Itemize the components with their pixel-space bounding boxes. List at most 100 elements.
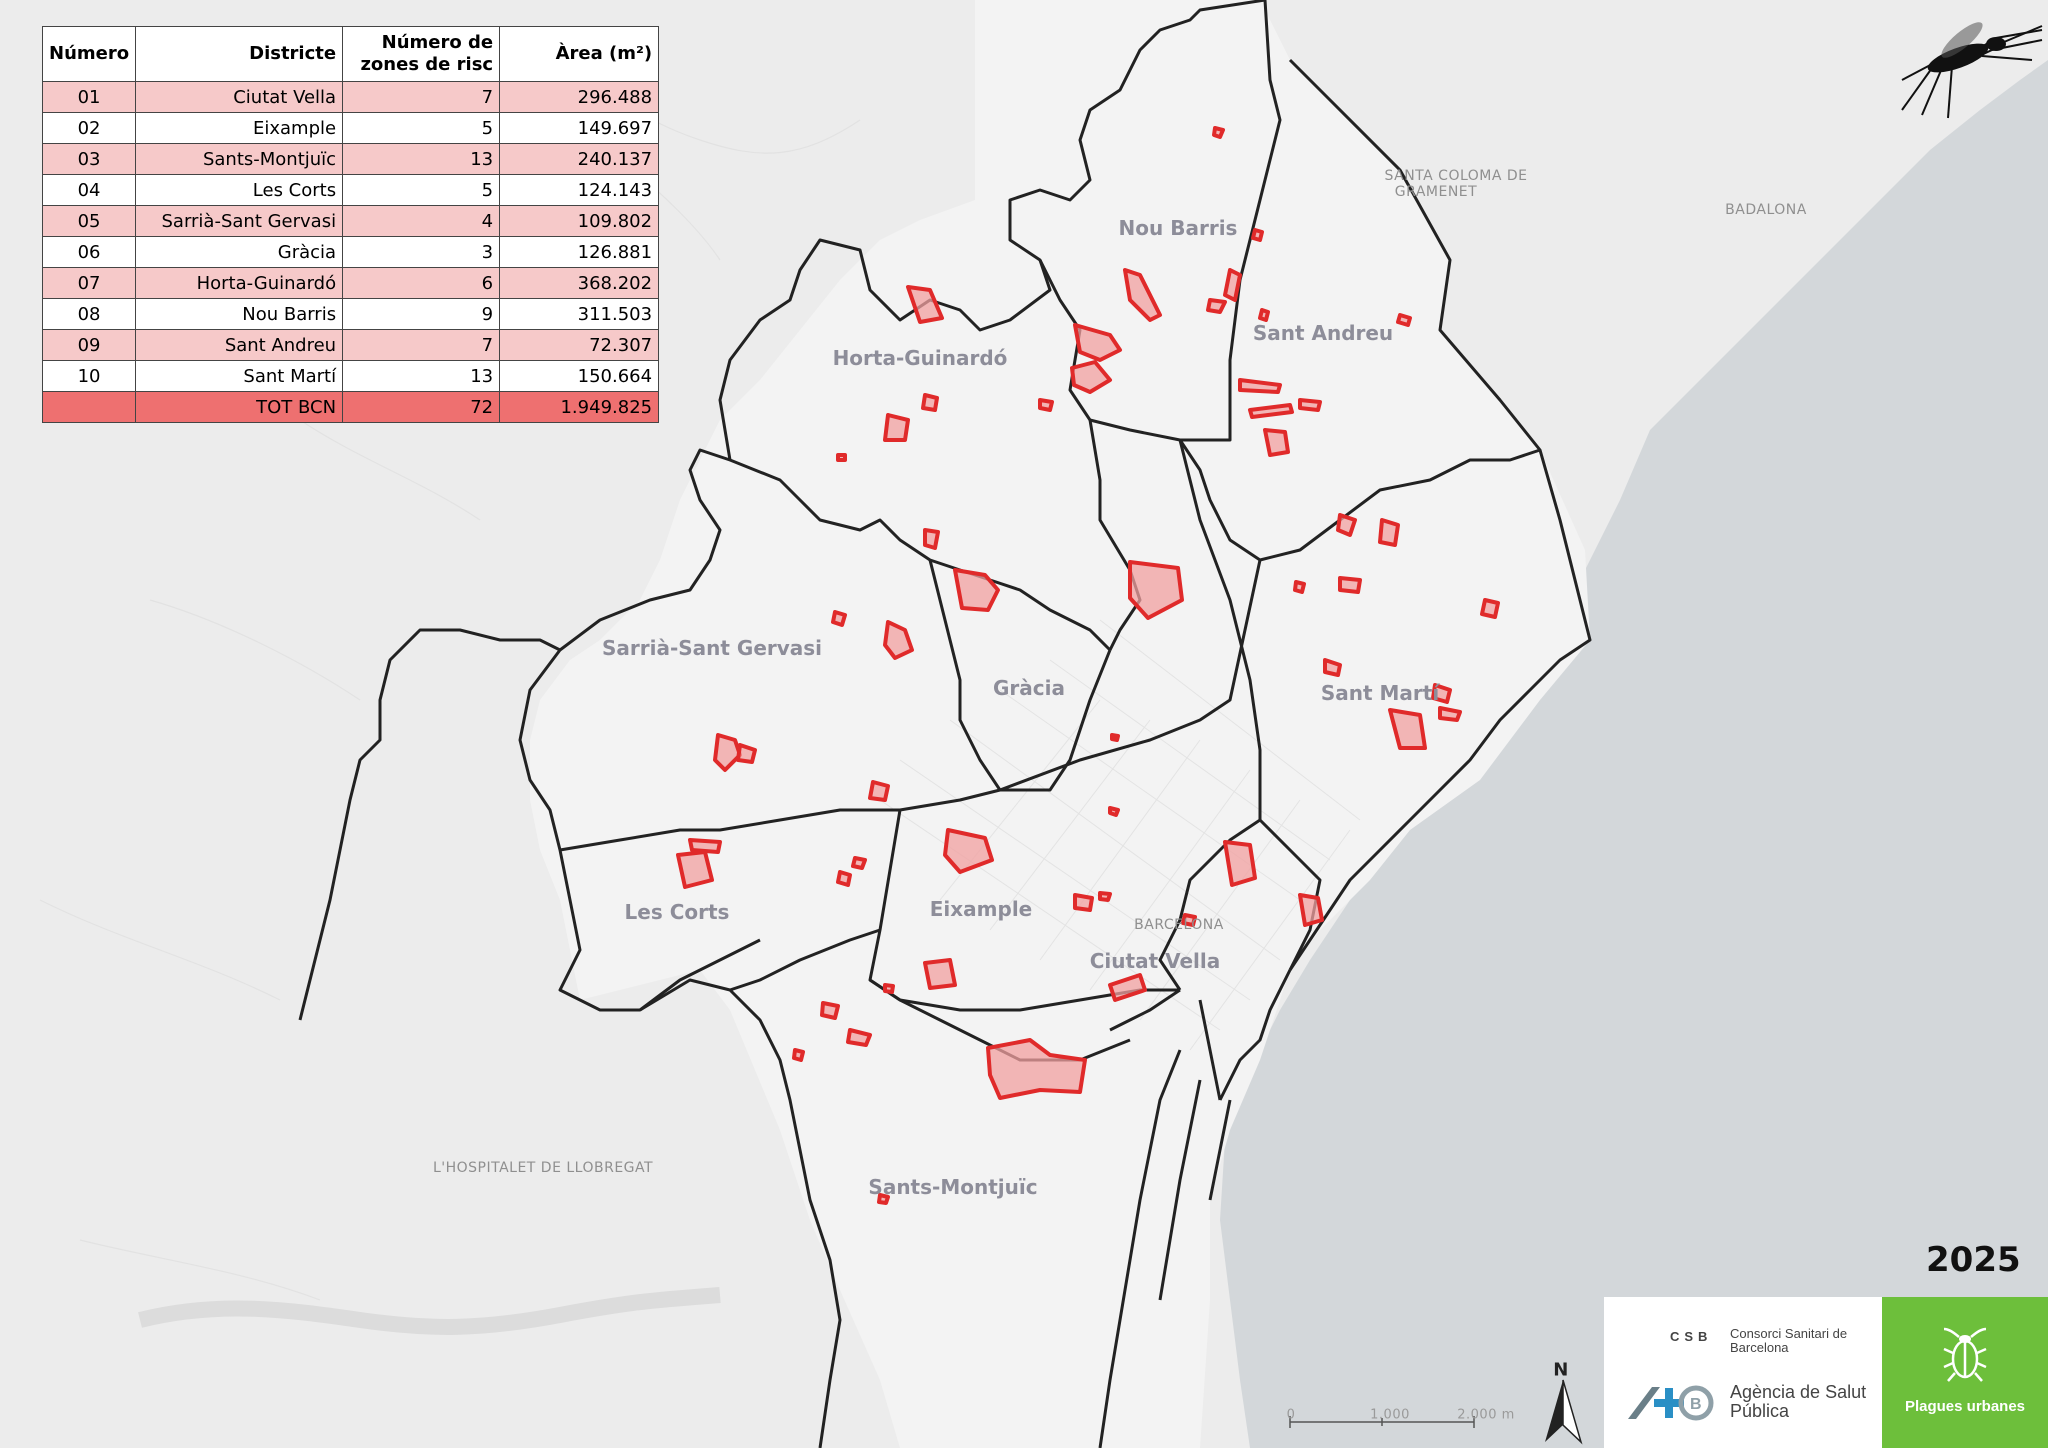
cell-zones: 13: [342, 360, 501, 392]
label-les-corts: Les Corts: [624, 900, 730, 924]
header-area: Àrea (m²): [499, 26, 660, 82]
district-boundaries: [298, 0, 1592, 1448]
cell-districte: TOT BCN: [135, 391, 344, 423]
label-barcelona: BARCELONA: [1134, 917, 1224, 933]
header-zones: Número de zones de risc: [342, 26, 501, 82]
cell-area: 296.488: [499, 81, 660, 113]
cell-districte: Sants-Montjuïc: [135, 143, 344, 175]
cell-zones: 72: [342, 391, 501, 423]
cell-area: 149.697: [499, 112, 660, 144]
cell-numero: 10: [41, 360, 137, 392]
label-eixample: Eixample: [929, 897, 1033, 921]
cell-districte: Gràcia: [135, 236, 344, 268]
cell-zones: 7: [342, 81, 501, 113]
header-zones-line1: Número de: [381, 32, 494, 53]
csb-abbreviation: CSB: [1670, 1329, 1713, 1344]
cell-area: 1.949.825: [499, 391, 660, 423]
table-row: 08 Nou Barris 9 311.503: [41, 298, 660, 330]
north-arrow: [1545, 1379, 1583, 1445]
cell-districte: Ciutat Vella: [135, 81, 344, 113]
cell-numero: [41, 391, 137, 423]
plagues-label: Plagues urbanes: [1904, 1398, 2026, 1415]
label-nou-barris: Nou Barris: [1118, 216, 1238, 240]
cell-zones: 5: [342, 174, 501, 206]
label-santa-coloma-1: SANTA COLOMA DE: [1384, 168, 1528, 184]
cell-numero: 07: [41, 267, 137, 299]
cell-area: 311.503: [499, 298, 660, 330]
sea: [1220, 60, 2048, 1448]
cell-zones: 13: [342, 143, 501, 175]
label-sants-montjuic: Sants-Montjuïc: [868, 1175, 1038, 1199]
cell-area: 126.881: [499, 236, 660, 268]
scale-bar: [1289, 1416, 1475, 1428]
table-row: 03 Sants-Montjuïc 13 240.137: [41, 143, 660, 175]
label-badalona: BADALONA: [1725, 202, 1807, 218]
table-total-row: TOT BCN 72 1.949.825: [41, 391, 660, 423]
table-header-row: Número Districte Número de zones de risc …: [41, 26, 660, 82]
csb-name: Consorci Sanitari de Barcelona: [1730, 1326, 1848, 1355]
risk-zones: [676, 126, 1500, 1205]
cell-districte: Nou Barris: [135, 298, 344, 330]
table-row: 04 Les Corts 5 124.143: [41, 174, 660, 206]
cell-numero: 08: [41, 298, 137, 330]
label-gracia: Gràcia: [993, 676, 1065, 700]
label-sant-marti: Sant Martí: [1320, 681, 1440, 705]
cockroach-icon: [1943, 1327, 1987, 1382]
scale-label-0: 0: [1286, 1407, 1296, 1423]
cell-zones: 9: [342, 298, 501, 330]
cell-numero: 02: [41, 112, 137, 144]
scale-label-2000: 2.000 m: [1457, 1407, 1515, 1423]
cell-zones: 4: [342, 205, 501, 237]
cell-districte: Eixample: [135, 112, 344, 144]
label-sarria: Sarrià-Sant Gervasi: [601, 636, 823, 660]
cell-area: 109.802: [499, 205, 660, 237]
river: [138, 1287, 721, 1335]
cell-districte: Sant Martí: [135, 360, 344, 392]
cell-zones: 5: [342, 112, 501, 144]
asp-name: Agència de Salut Pública: [1730, 1382, 1867, 1421]
cell-area: 72.307: [499, 329, 660, 361]
label-horta-guinardo: Horta-Guinardó: [832, 346, 1008, 370]
table-body: 01 Ciutat Vella 7 296.488 02 Eixample 5 149.697…: [41, 81, 660, 423]
table-row: 09 Sant Andreu 7 72.307: [41, 329, 660, 361]
table-row: 05 Sarrià-Sant Gervasi 4 109.802: [41, 205, 660, 237]
cell-numero: 06: [41, 236, 137, 268]
city-area: [530, 0, 1590, 1448]
label-hospitalet: L'HOSPITALET DE LLOBREGAT: [432, 1160, 654, 1176]
asp-logo-icon: B: [1628, 1385, 1714, 1421]
mosquito-icon: [1901, 22, 2043, 119]
year-label: 2025: [1926, 1240, 2021, 1280]
label-santa-coloma-2: GRAMENET: [1394, 184, 1478, 200]
table-row: 02 Eixample 5 149.697: [41, 112, 660, 144]
scale-label-1000: 1.000: [1370, 1407, 1410, 1423]
cell-zones: 3: [342, 236, 501, 268]
label-sant-andreu: Sant Andreu: [1252, 321, 1394, 345]
label-ciutat-vella: Ciutat Vella: [1089, 949, 1221, 973]
plagues-urbanes-logo: Plagues urbanes: [1882, 1297, 2048, 1448]
header-districte: Districte: [135, 26, 344, 82]
cell-districte: Les Corts: [135, 174, 344, 206]
cell-districte: Horta-Guinardó: [135, 267, 344, 299]
cell-zones: 7: [342, 329, 501, 361]
risk-zones-table: Número Districte Número de zones de risc …: [41, 26, 660, 423]
cell-districte: Sant Andreu: [135, 329, 344, 361]
header-numero: Número: [41, 26, 137, 82]
svg-text:B: B: [1690, 1396, 1702, 1413]
table-row: 07 Horta-Guinardó 6 368.202: [41, 267, 660, 299]
cell-numero: 04: [41, 174, 137, 206]
north-label: N: [1553, 1359, 1569, 1381]
cell-area: 240.137: [499, 143, 660, 175]
table-row: 06 Gràcia 3 126.881: [41, 236, 660, 268]
cell-numero: 05: [41, 205, 137, 237]
header-zones-line2: zones de risc: [360, 54, 494, 75]
table-row: 01 Ciutat Vella 7 296.488: [41, 81, 660, 113]
cell-numero: 09: [41, 329, 137, 361]
agency-logos: CSB Consorci Sanitari de Barcelona B Agè…: [1604, 1297, 1882, 1448]
cell-numero: 03: [41, 143, 137, 175]
cell-districte: Sarrià-Sant Gervasi: [135, 205, 344, 237]
cell-zones: 6: [342, 267, 501, 299]
cell-numero: 01: [41, 81, 137, 113]
table-row: 10 Sant Martí 13 150.664: [41, 360, 660, 392]
cell-area: 368.202: [499, 267, 660, 299]
